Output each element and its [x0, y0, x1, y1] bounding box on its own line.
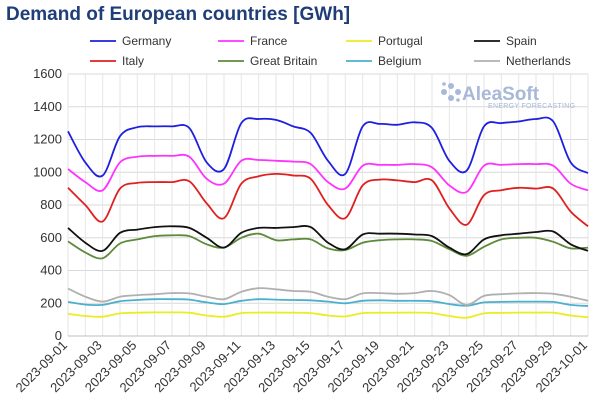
series-line-belgium	[67, 298, 589, 307]
series-line-great-britain	[67, 232, 589, 260]
series-line-spain	[67, 225, 589, 256]
legend-label-netherlands: Netherlands	[506, 54, 571, 68]
axes: 020040060080010001200140016002023-09-012…	[12, 66, 590, 395]
series-line-germany	[67, 116, 589, 178]
legend-label-great-britain: Great Britain	[250, 54, 317, 68]
chart-title: Demand of European countries [GWh]	[6, 4, 351, 25]
legend: Germany France Portugal Spain Italy Great Bri…	[90, 34, 571, 68]
legend-label-spain: Spain	[506, 34, 537, 48]
y-tick-label: 800	[40, 197, 62, 212]
series-line-france	[67, 153, 589, 194]
series-line-netherlands	[67, 287, 589, 306]
series-line-portugal	[67, 311, 589, 319]
y-tick-label: 400	[40, 263, 62, 278]
legend-label-belgium: Belgium	[378, 54, 421, 68]
legend-label-germany: Germany	[122, 34, 171, 48]
series-lines	[67, 116, 589, 319]
brand-logo-icon	[441, 82, 461, 102]
y-tick-label: 200	[40, 295, 62, 310]
y-tick-label: 1400	[33, 99, 62, 114]
brand-tagline: ENERGY FORECASTING	[488, 103, 575, 110]
brand-watermark: AleaSoft ENERGY FORECASTING	[441, 82, 575, 110]
legend-label-france: France	[250, 34, 288, 48]
legend-label-italy: Italy	[122, 54, 144, 68]
brand-name: AleaSoft	[462, 84, 540, 105]
y-tick-label: 1200	[33, 132, 62, 147]
series-line-italy	[67, 172, 589, 227]
y-tick-label: 0	[55, 328, 62, 343]
y-tick-label: 600	[40, 230, 62, 245]
legend-label-portugal: Portugal	[378, 34, 423, 48]
y-tick-label: 1600	[33, 66, 62, 81]
y-tick-label: 1000	[33, 164, 62, 179]
